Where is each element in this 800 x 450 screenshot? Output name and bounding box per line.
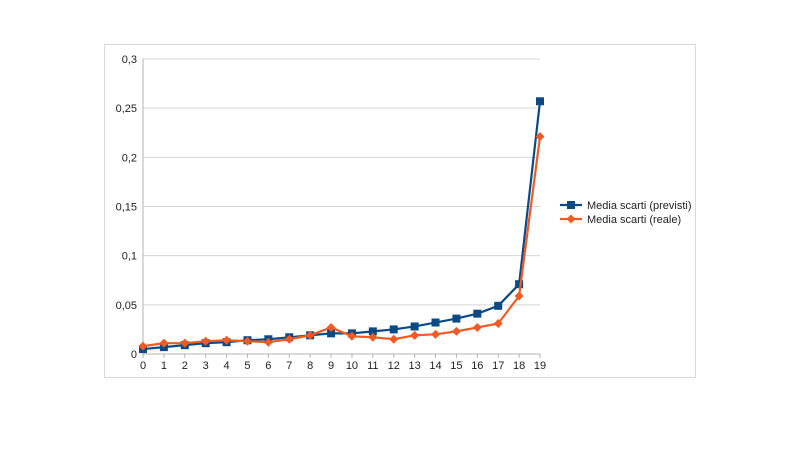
x-tick-label: 4	[224, 360, 230, 372]
legend-entry: Media scarti (reale)	[560, 214, 681, 226]
x-tick-label: 12	[388, 360, 400, 372]
y-tick-label: 0	[131, 349, 137, 361]
series-previsti	[139, 97, 544, 354]
y-tick-label: 0,1	[122, 251, 137, 263]
data-point	[472, 322, 482, 332]
data-point	[368, 332, 378, 342]
x-tick-label: 0	[140, 360, 146, 372]
data-point	[431, 329, 441, 339]
data-point	[201, 336, 211, 346]
data-point	[536, 97, 544, 106]
y-tick-label: 0,3	[122, 54, 137, 66]
data-point	[389, 325, 398, 334]
x-tick-label: 6	[265, 360, 271, 372]
data-point	[451, 326, 461, 336]
y-tick-label: 0,25	[116, 103, 137, 115]
data-point	[305, 330, 315, 340]
x-tick-label: 3	[203, 360, 209, 372]
x-tick-label: 14	[429, 360, 441, 372]
data-point	[222, 335, 232, 345]
axis-layer: 00,050,10,150,20,250,30 1 2 3 4 5 6 7 8 9 10 11 12 13…	[116, 54, 547, 372]
x-tick-label: 18	[513, 360, 525, 372]
data-point	[410, 322, 419, 331]
x-tick-label: 16	[471, 360, 483, 372]
data-point	[535, 132, 545, 142]
x-tick-label: 11	[367, 360, 378, 372]
series-reale	[138, 132, 545, 351]
y-tick-label: 0,15	[116, 202, 137, 214]
grid-layer	[143, 58, 540, 355]
data-point	[327, 329, 336, 338]
x-tick-label: 1	[161, 360, 167, 372]
line-chart: 00,050,10,150,20,250,30 1 2 3 4 5 6 7 8 9 10 11 12 13…	[116, 54, 692, 372]
data-point	[410, 330, 420, 340]
data-point	[159, 338, 169, 348]
data-point	[389, 334, 399, 344]
x-tick-label: 13	[409, 360, 421, 372]
data-point	[493, 319, 503, 329]
data-point	[180, 338, 190, 348]
data-point	[326, 322, 336, 332]
y-tick-label: 0,2	[122, 152, 137, 164]
x-tick-label: 7	[286, 360, 292, 372]
data-point	[431, 318, 440, 327]
x-tick-label: 15	[450, 360, 462, 372]
y-tick-label: 0,05	[116, 300, 137, 312]
data-point	[494, 301, 503, 310]
x-tick-label: 10	[346, 360, 358, 372]
data-point	[242, 336, 252, 346]
data-point	[263, 337, 273, 347]
data-point	[452, 314, 461, 323]
data-point	[368, 327, 377, 336]
data-point	[473, 309, 482, 318]
data-point	[347, 331, 357, 341]
data-point	[284, 334, 294, 344]
legend-entry: Media scarti (previsti)	[560, 200, 692, 212]
legend-label: Media scarti (reale)	[587, 214, 681, 226]
data-point	[515, 280, 524, 289]
x-tick-label: 2	[182, 360, 188, 372]
data-point	[138, 341, 148, 351]
x-tick-label: 9	[328, 360, 334, 372]
x-tick-label: 17	[492, 360, 504, 372]
x-tick-label: 8	[307, 360, 313, 372]
series-layer	[138, 97, 545, 354]
legend-label: Media scarti (previsti)	[587, 200, 692, 212]
x-tick-label: 5	[244, 360, 250, 372]
legend-swatch-marker	[566, 214, 576, 224]
data-point	[514, 291, 524, 301]
x-tick-label: 19	[534, 360, 546, 372]
legend: Media scarti (previsti) Media scarti (rea…	[560, 200, 692, 226]
legend-swatch-marker	[567, 201, 575, 209]
chart-frame: 0 0,05 0,1 0,15 0,2 0,25 0,3 0 1 2 3 4 5 6 7 8 9 10 11 12 13…	[104, 44, 696, 378]
